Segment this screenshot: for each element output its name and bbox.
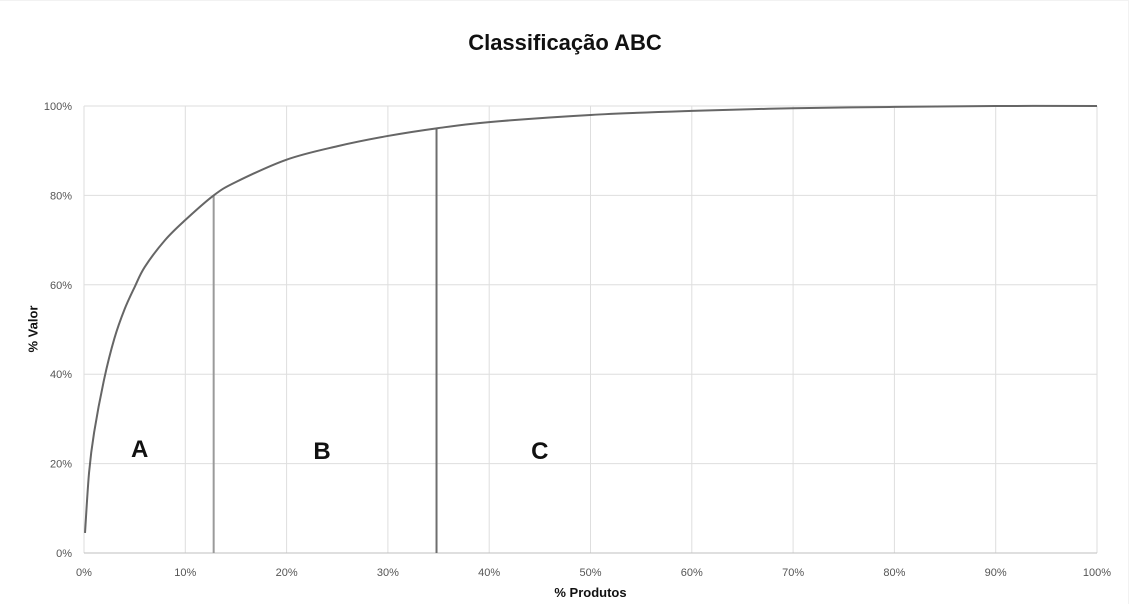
x-axis-label: % Produtos xyxy=(554,585,627,600)
x-axis-ticks: 0% 10% 20% 30% 40% 50% 60% 70% 80% 90% 100% xyxy=(76,567,1111,579)
x-tick-label: 90% xyxy=(985,567,1007,579)
x-tick-label: 80% xyxy=(883,567,905,579)
y-axis-ticks: 0% 20% 40% 60% 80% 100% xyxy=(44,101,72,560)
zone-label-b: B xyxy=(313,438,330,465)
y-tick-label: 100% xyxy=(44,101,72,113)
x-tick-label: 40% xyxy=(478,567,500,579)
y-tick-label: 40% xyxy=(50,369,72,381)
x-tick-label: 10% xyxy=(174,567,196,579)
zone-label-a: A xyxy=(131,436,148,463)
x-tick-label: 100% xyxy=(1083,567,1111,579)
y-tick-label: 80% xyxy=(50,190,72,202)
class-boundary-lines xyxy=(212,128,438,553)
chart-title: Classificação ABC xyxy=(468,30,662,55)
y-tick-label: 0% xyxy=(56,548,72,560)
y-tick-label: 60% xyxy=(50,280,72,292)
class-zone-labels: A B C xyxy=(131,436,548,465)
gridlines xyxy=(83,105,1098,554)
x-tick-label: 70% xyxy=(782,567,804,579)
x-tick-label: 30% xyxy=(377,567,399,579)
y-tick-label: 20% xyxy=(50,459,72,471)
x-tick-label: 20% xyxy=(276,567,298,579)
y-axis-label: % Valor xyxy=(25,305,41,353)
abc-cumulative-curve xyxy=(84,104,1098,533)
x-tick-label: 0% xyxy=(76,567,92,579)
x-tick-label: 60% xyxy=(681,567,703,579)
zone-label-c: C xyxy=(531,438,548,465)
x-tick-label: 50% xyxy=(579,567,601,579)
